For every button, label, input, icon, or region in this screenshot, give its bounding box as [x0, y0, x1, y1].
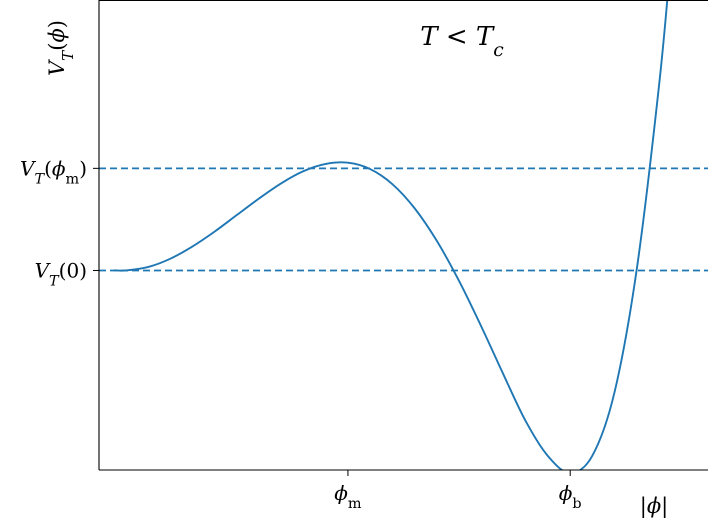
series-line-1 [113, 0, 669, 470]
y-tick-label-1: VT(0) [35, 258, 87, 289]
reference-lines [99, 167, 708, 272]
y-tick-label-2: VT(ϕm) [20, 156, 87, 187]
x-tick-label-1: ϕm [334, 481, 362, 512]
chart-annotation: T < Tc [420, 22, 504, 61]
labels: VT(ϕ) |ϕ| T < Tc [45, 20, 668, 519]
plot-area [99, 0, 708, 470]
series-layer [113, 0, 669, 470]
x-tick-label-2: ϕb [559, 481, 582, 512]
ticks: ϕm ϕb VT(0) VT(ϕm) [20, 156, 582, 512]
y-axis-label: VT(ϕ) [45, 20, 77, 76]
axes [98, 0, 708, 471]
x-axis-label: |ϕ| [640, 494, 668, 519]
